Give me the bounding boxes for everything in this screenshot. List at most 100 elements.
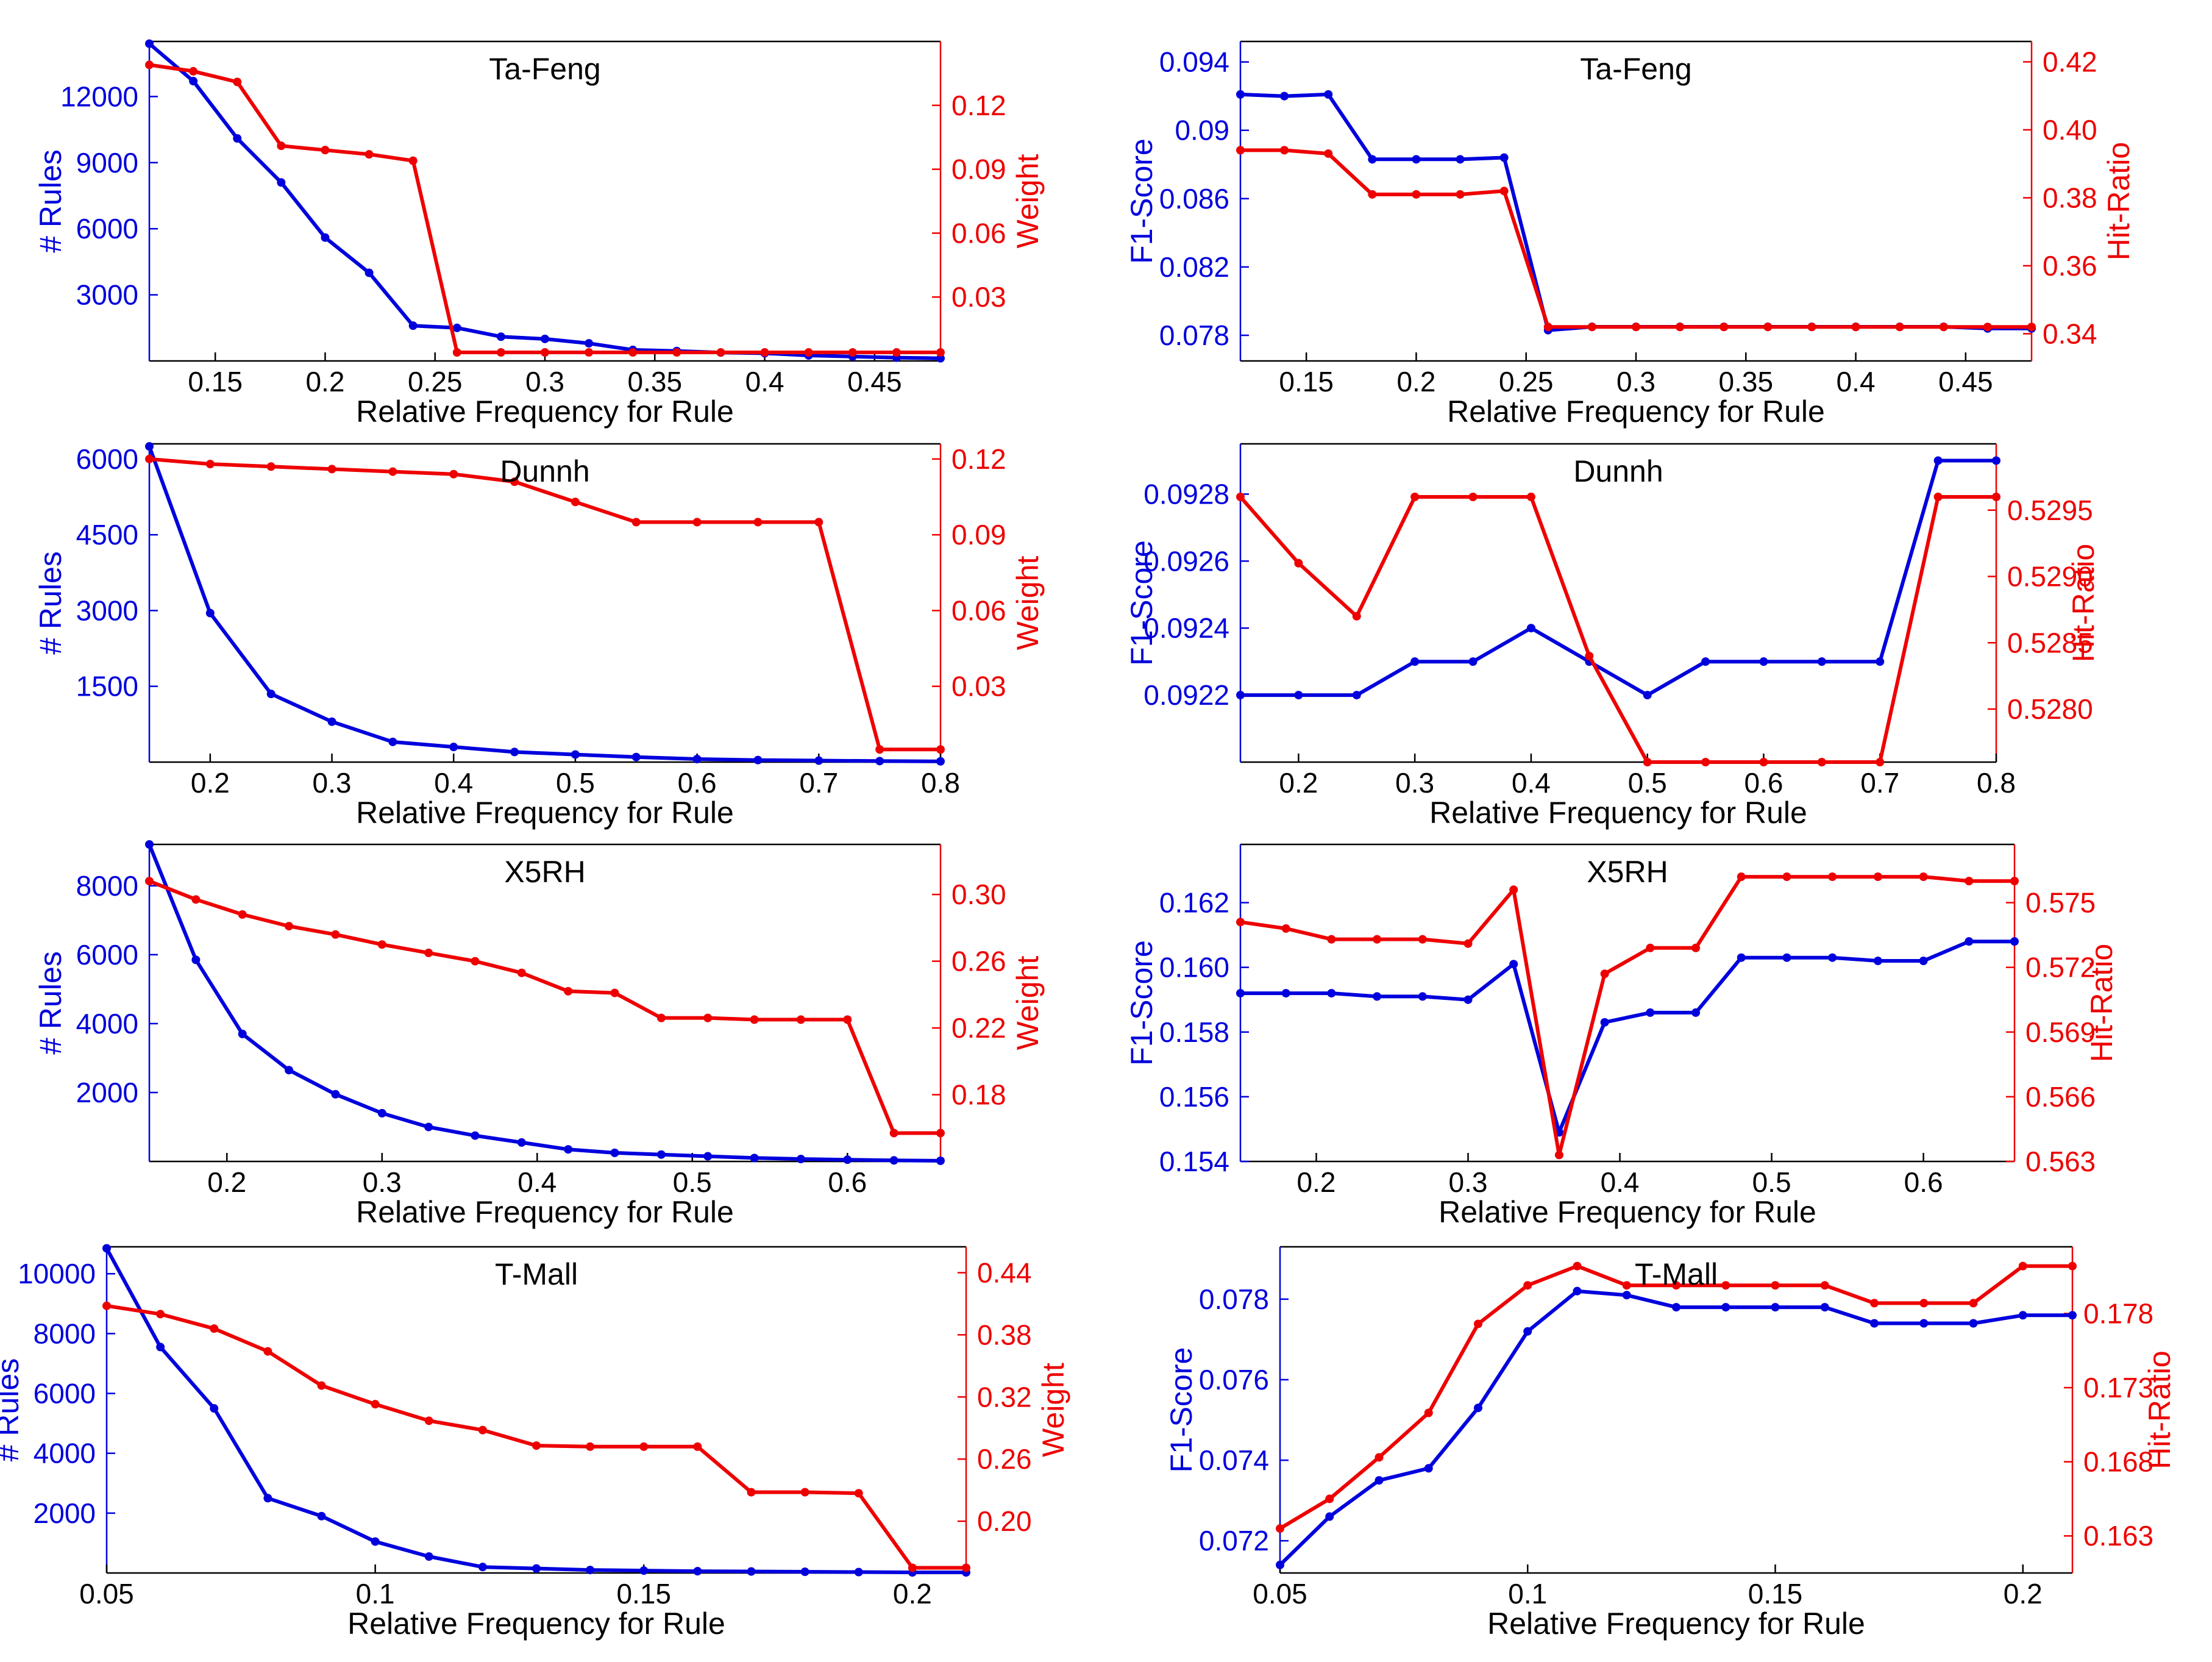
- right-series-line: [106, 1304, 966, 1570]
- left-series-point: [800, 1567, 809, 1577]
- right-series-point: [672, 348, 681, 357]
- x-tick-label: 0.4: [434, 767, 473, 799]
- left-series-point: [210, 1404, 219, 1413]
- x-tick-label: 0.2: [1279, 767, 1318, 799]
- left-series-point: [145, 39, 154, 48]
- right-series-point: [585, 348, 594, 357]
- left-series-point: [1418, 992, 1427, 1001]
- left-series-point: [233, 134, 242, 143]
- right-series-point: [1919, 872, 1928, 882]
- left-series-point: [936, 757, 945, 766]
- left-series-point: [1236, 90, 1245, 99]
- left-y-tick-label: 0.158: [1159, 1016, 1229, 1048]
- right-series-point: [1526, 493, 1535, 501]
- right-series-point: [1632, 323, 1640, 332]
- chart-panel-3: 0.2 0.3 0.4 0.5 0.6 0.7 0.8 1500 3000 4500 6000 0.0…: [34, 442, 1045, 830]
- right-series-line: [1240, 148, 2032, 329]
- right-series-point: [1759, 758, 1768, 766]
- x-tick-label: 0.45: [1938, 366, 1993, 398]
- left-series-point: [1873, 957, 1882, 966]
- left-y-tick-label: 0.154: [1159, 1146, 1229, 1177]
- right-series-point: [750, 1015, 759, 1024]
- right-series-point: [1281, 924, 1290, 933]
- left-series-point: [1933, 456, 1943, 465]
- left-y-tick-label: 6000: [76, 213, 138, 244]
- right-series-point: [1585, 652, 1594, 660]
- chart-panel-2: 0.15 0.2 0.25 0.3 0.35 0.4 0.45 0.078 0.082 0.086…: [1125, 40, 2136, 429]
- left-series-point: [1456, 155, 1465, 164]
- right-series-point: [496, 348, 505, 357]
- right-y-tick-label: 0.26: [977, 1443, 1032, 1475]
- right-series-point: [854, 1489, 863, 1498]
- right-series-point: [1573, 1261, 1582, 1271]
- x-axis-label: Relative Frequency for Rule: [356, 1195, 734, 1229]
- x-tick-label: 0.2: [207, 1166, 246, 1198]
- left-y-tick-label: 6000: [34, 1378, 96, 1410]
- left-series-point: [1965, 937, 1974, 946]
- left-series-point: [889, 1156, 898, 1165]
- left-series-point: [571, 750, 580, 759]
- right-y-tick-label: 0.06: [951, 217, 1006, 249]
- right-series-point: [1672, 1281, 1680, 1290]
- left-series-point: [1919, 1319, 1929, 1328]
- right-series-line: [1240, 875, 2015, 1157]
- left-series-point: [1368, 155, 1377, 164]
- right-series-point: [510, 477, 519, 487]
- x-tick-label: 0.2: [1396, 366, 1435, 398]
- right-y-tick-label: 0.20: [977, 1505, 1032, 1537]
- chart-panel-5: 0.2 0.3 0.4 0.5 0.6 2000 4000 6000 8000 0.18 0.22 0…: [34, 840, 1045, 1229]
- right-series-point: [1474, 1319, 1482, 1329]
- left-series-point: [452, 323, 461, 332]
- left-series-point: [1782, 953, 1791, 962]
- left-series-point: [365, 268, 374, 277]
- chart-title: X5RH: [1587, 855, 1668, 889]
- right-series-point: [1418, 935, 1427, 944]
- chart-title: Dunnh: [1573, 454, 1663, 488]
- left-series-point: [875, 757, 884, 766]
- left-series-point: [1828, 953, 1837, 962]
- x-tick-label: 0.05: [1253, 1578, 1307, 1610]
- left-series-point: [371, 1537, 380, 1546]
- left-series-point: [693, 1567, 702, 1576]
- left-series-point: [1672, 1303, 1680, 1312]
- left-series-point: [1643, 691, 1652, 700]
- right-series-point: [1622, 1281, 1631, 1290]
- x-tick-label: 0.8: [1977, 767, 2016, 799]
- left-y-tick-label: 8000: [76, 870, 138, 902]
- right-y-tick-label: 0.12: [951, 443, 1006, 475]
- right-series-point: [1771, 1281, 1780, 1290]
- right-y-tick-label: 0.168: [2083, 1446, 2153, 1478]
- x-tick-label: 0.6: [1744, 767, 1783, 799]
- right-series-point: [1919, 1299, 1929, 1308]
- left-series-point: [156, 1343, 165, 1352]
- left-series-point: [1992, 456, 2000, 465]
- right-y-axis-label: Hit-Ratio: [2102, 142, 2136, 260]
- left-series-point: [1759, 657, 1768, 666]
- x-tick-label: 0.7: [799, 767, 838, 799]
- left-series-point: [564, 1145, 573, 1154]
- x-tick-label: 0.2: [1297, 1166, 1336, 1198]
- right-series-point: [1236, 918, 1245, 927]
- left-series-point: [541, 334, 549, 343]
- right-series-point: [189, 66, 198, 76]
- right-series-point: [145, 60, 154, 70]
- right-series-point: [1939, 323, 1948, 332]
- left-y-tick-label: 4000: [76, 1008, 138, 1040]
- right-series-point: [908, 1563, 917, 1572]
- right-series-point: [266, 462, 276, 471]
- right-y-tick-label: 0.18: [951, 1079, 1006, 1111]
- left-y-tick-label: 9000: [76, 147, 138, 179]
- right-series-point: [452, 348, 461, 357]
- x-tick-label: 0.7: [1860, 767, 1899, 799]
- left-series-point: [205, 608, 215, 618]
- right-series-point: [753, 518, 763, 527]
- right-y-tick-label: 0.42: [2043, 46, 2097, 77]
- right-series-point: [1828, 872, 1837, 882]
- right-y-tick-label: 0.09: [951, 519, 1006, 551]
- left-series-point: [814, 756, 823, 765]
- chart-title: Ta-Feng: [489, 52, 600, 86]
- right-series-point: [191, 895, 201, 904]
- right-series-point: [2010, 877, 2019, 886]
- right-y-tick-label: 0.40: [2043, 114, 2097, 146]
- left-series-point: [1509, 960, 1518, 969]
